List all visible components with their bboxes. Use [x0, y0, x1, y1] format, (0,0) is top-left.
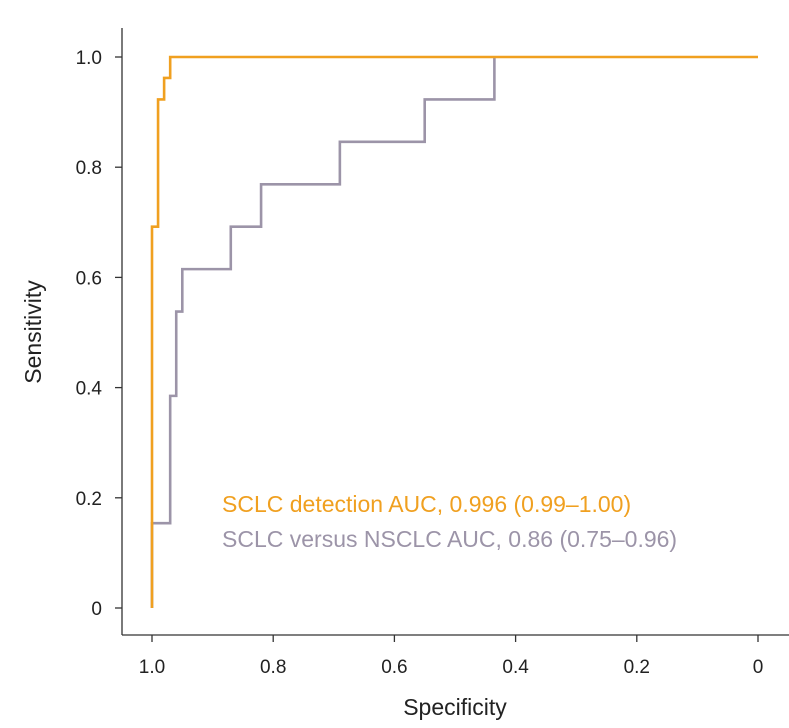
- x-tick-label: 0.4: [502, 657, 529, 678]
- y-tick-label: 0.2: [76, 489, 102, 510]
- x-axis-ticks: 1.0 0.8 0.6 0.4 0.2 0: [139, 635, 764, 678]
- y-tick-label: 0.8: [76, 158, 102, 179]
- y-tick-label: 0.4: [76, 379, 103, 400]
- x-axis-title: Specificity: [403, 694, 507, 720]
- x-tick-label: 0.2: [624, 657, 650, 678]
- y-tick-label: 0.6: [76, 268, 102, 289]
- legend-entry-sclc-versus-nsclc: SCLC versus NSCLC AUC, 0.86 (0.75–0.96): [222, 526, 677, 552]
- roc-line-sclc-versus-nsclc: [150, 57, 496, 608]
- x-tick-label: 1.0: [139, 657, 165, 678]
- legend-entry-sclc-detection: SCLC detection AUC, 0.996 (0.99–1.00): [222, 491, 631, 517]
- x-tick-label: 0.8: [260, 657, 286, 678]
- axes: [121, 28, 789, 636]
- series-lines: [150, 55, 758, 608]
- y-tick-label: 0: [91, 599, 102, 620]
- x-tick-label: 0.6: [381, 657, 407, 678]
- y-axis-title: Sensitivity: [20, 280, 46, 384]
- y-tick-label: 1.0: [76, 48, 102, 69]
- roc-line-sclc-detection: [150, 55, 758, 608]
- y-axis-ticks: 0 0.2 0.4 0.6 0.8 1.0: [76, 48, 122, 620]
- x-tick-label: 0: [753, 657, 764, 678]
